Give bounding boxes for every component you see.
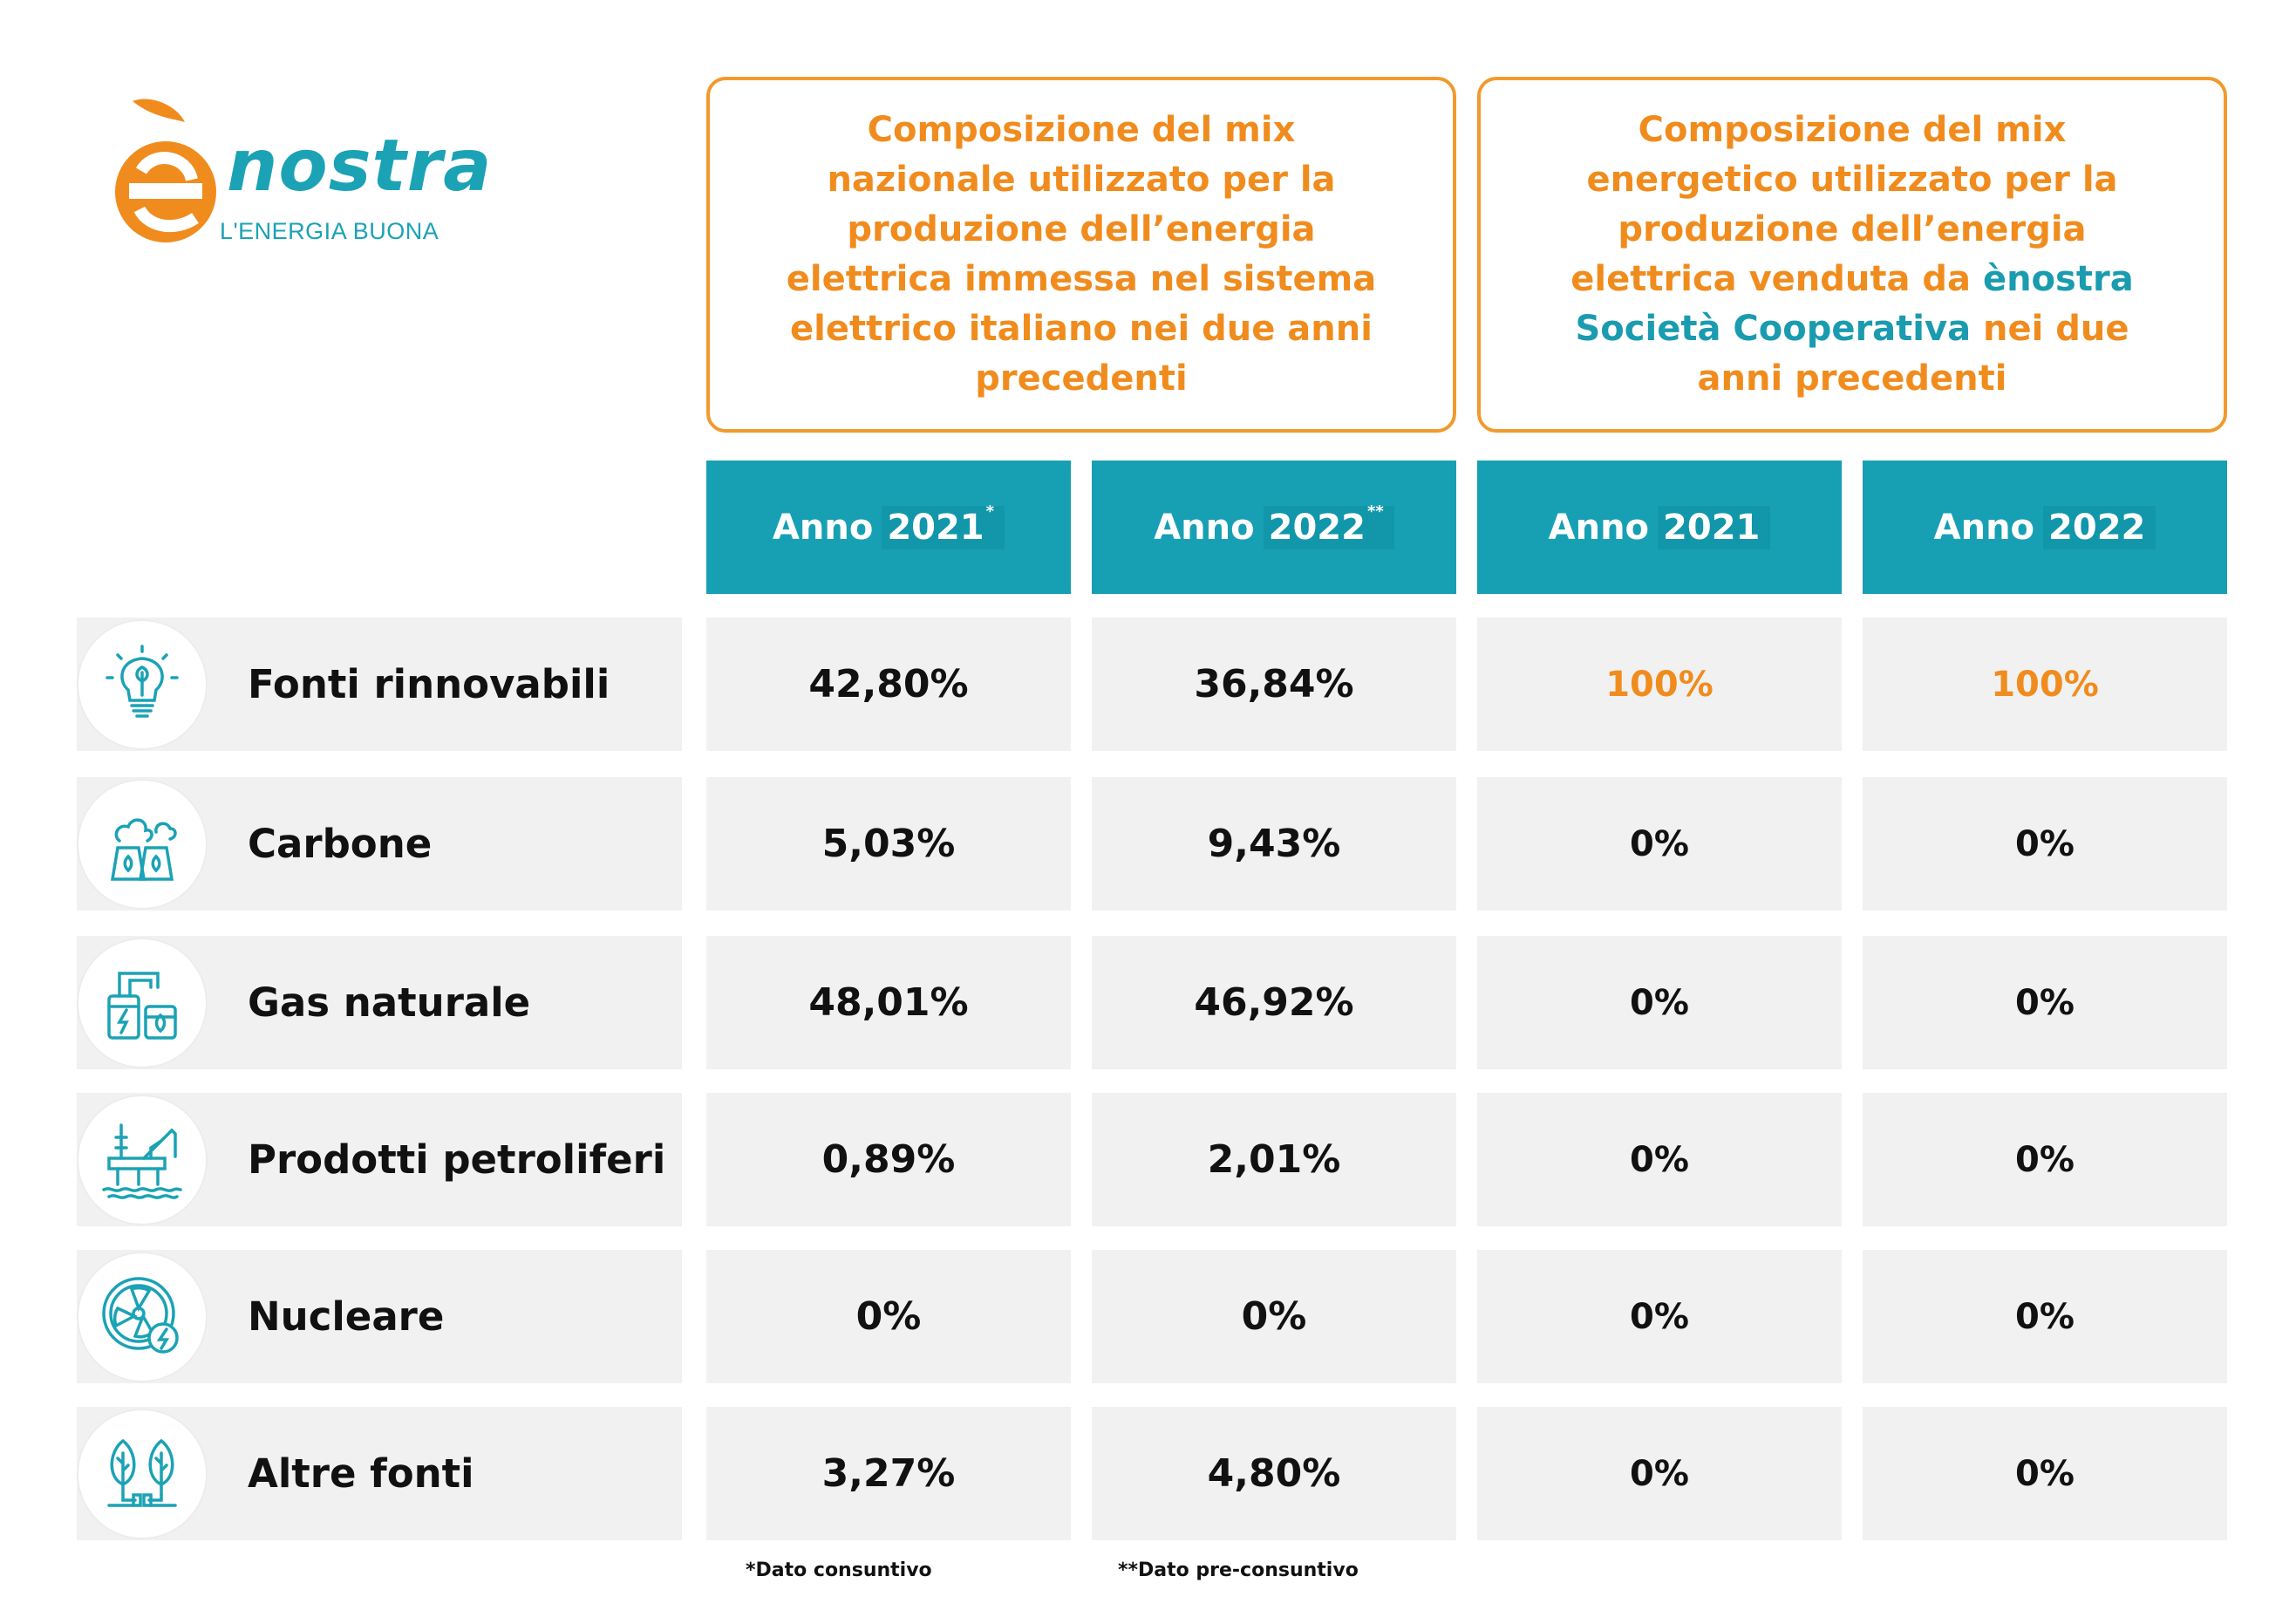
cell-nucleare-enostra-2022: 0% <box>1863 1250 2227 1383</box>
enostra-company-name: ènostra Società Cooperativa <box>1575 259 2134 349</box>
cell-carbone-national-2022: 9,43% <box>1092 777 1456 911</box>
cell-altre-enostra-2021: 0% <box>1477 1407 1842 1540</box>
row-label-gas-naturale: Gas naturale <box>77 936 682 1069</box>
cell-altre-national-2021: 3,27% <box>706 1407 1071 1540</box>
cell-gas-enostra-2021: 0% <box>1477 936 1842 1069</box>
footnote-consuntivo: *Dato consuntivo <box>746 1559 932 1581</box>
enostra-logo: nostra L'ENERGIA BUONA <box>105 96 492 253</box>
cell-petroliferi-enostra-2022: 0% <box>1863 1093 2227 1226</box>
nuclear-fan-icon <box>77 1252 208 1382</box>
enostra-mix-header: Composizione del mix energetico utilizza… <box>1477 77 2227 433</box>
cell-petroliferi-enostra-2021: 0% <box>1477 1093 1842 1226</box>
cell-carbone-enostra-2021: 0% <box>1477 777 1842 911</box>
enostra-mix-header-text: Composizione del mix energetico utilizza… <box>1570 110 2134 399</box>
national-mix-header-text: Composizione del mix nazionale utilizzat… <box>786 110 1377 399</box>
row-label-text: Prodotti petroliferi <box>248 1136 666 1183</box>
national-mix-header: Composizione del mix nazionale utilizzat… <box>706 77 1456 433</box>
row-label-text: Gas naturale <box>248 979 531 1026</box>
row-label-fonti-rinnovabili: Fonti rinnovabili <box>77 618 682 751</box>
cell-rinnovabili-enostra-2022: 100% <box>1863 618 2227 751</box>
cell-rinnovabili-national-2021: 42,80% <box>706 618 1071 751</box>
cell-altre-national-2022: 4,80% <box>1092 1407 1456 1540</box>
cooling-towers-icon <box>77 779 208 910</box>
row-label-prodotti-petroliferi: Prodotti petroliferi <box>77 1093 682 1226</box>
cell-gas-national-2021: 48,01% <box>706 936 1071 1069</box>
logo-wordmark: nostra <box>227 125 493 208</box>
row-label-carbone: Carbone <box>77 777 682 911</box>
cell-petroliferi-national-2021: 0,89% <box>706 1093 1071 1226</box>
logo-tagline: L'ENERGIA BUONA <box>220 218 439 244</box>
row-label-text: Nucleare <box>248 1293 445 1340</box>
column-header-national-2022: Anno 2022 ** <box>1092 461 1456 594</box>
row-label-text: Carbone <box>248 821 433 867</box>
column-header-enostra-2021: Anno 2021 <box>1477 461 1842 594</box>
cell-rinnovabili-enostra-2021: 100% <box>1477 618 1842 751</box>
logo-e-mark-icon <box>115 99 216 242</box>
cell-rinnovabili-national-2022: 36,84% <box>1092 618 1456 751</box>
cell-petroliferi-national-2022: 2,01% <box>1092 1093 1456 1226</box>
cell-carbone-enostra-2022: 0% <box>1863 777 2227 911</box>
cell-nucleare-enostra-2021: 0% <box>1477 1250 1842 1383</box>
column-header-national-2021: Anno 2021 * <box>706 461 1071 594</box>
cell-nucleare-national-2021: 0% <box>706 1250 1071 1383</box>
trees-plug-icon <box>77 1409 208 1539</box>
cell-gas-enostra-2022: 0% <box>1863 936 2227 1069</box>
footnote-pre-consuntivo: **Dato pre-consuntivo <box>1118 1559 1359 1581</box>
row-label-text: Fonti rinnovabili <box>248 661 610 707</box>
cell-carbone-national-2021: 5,03% <box>706 777 1071 911</box>
cell-altre-enostra-2022: 0% <box>1863 1407 2227 1540</box>
row-label-altre-fonti: Altre fonti <box>77 1407 682 1540</box>
column-header-enostra-2022: Anno 2022 <box>1863 461 2227 594</box>
gas-plant-icon <box>77 938 208 1068</box>
cell-gas-national-2022: 46,92% <box>1092 936 1456 1069</box>
lightbulb-leaf-icon <box>77 619 208 750</box>
row-label-text: Altre fonti <box>248 1450 474 1497</box>
oil-rig-icon <box>77 1095 208 1225</box>
cell-nucleare-national-2022: 0% <box>1092 1250 1456 1383</box>
row-label-nucleare: Nucleare <box>77 1250 682 1383</box>
